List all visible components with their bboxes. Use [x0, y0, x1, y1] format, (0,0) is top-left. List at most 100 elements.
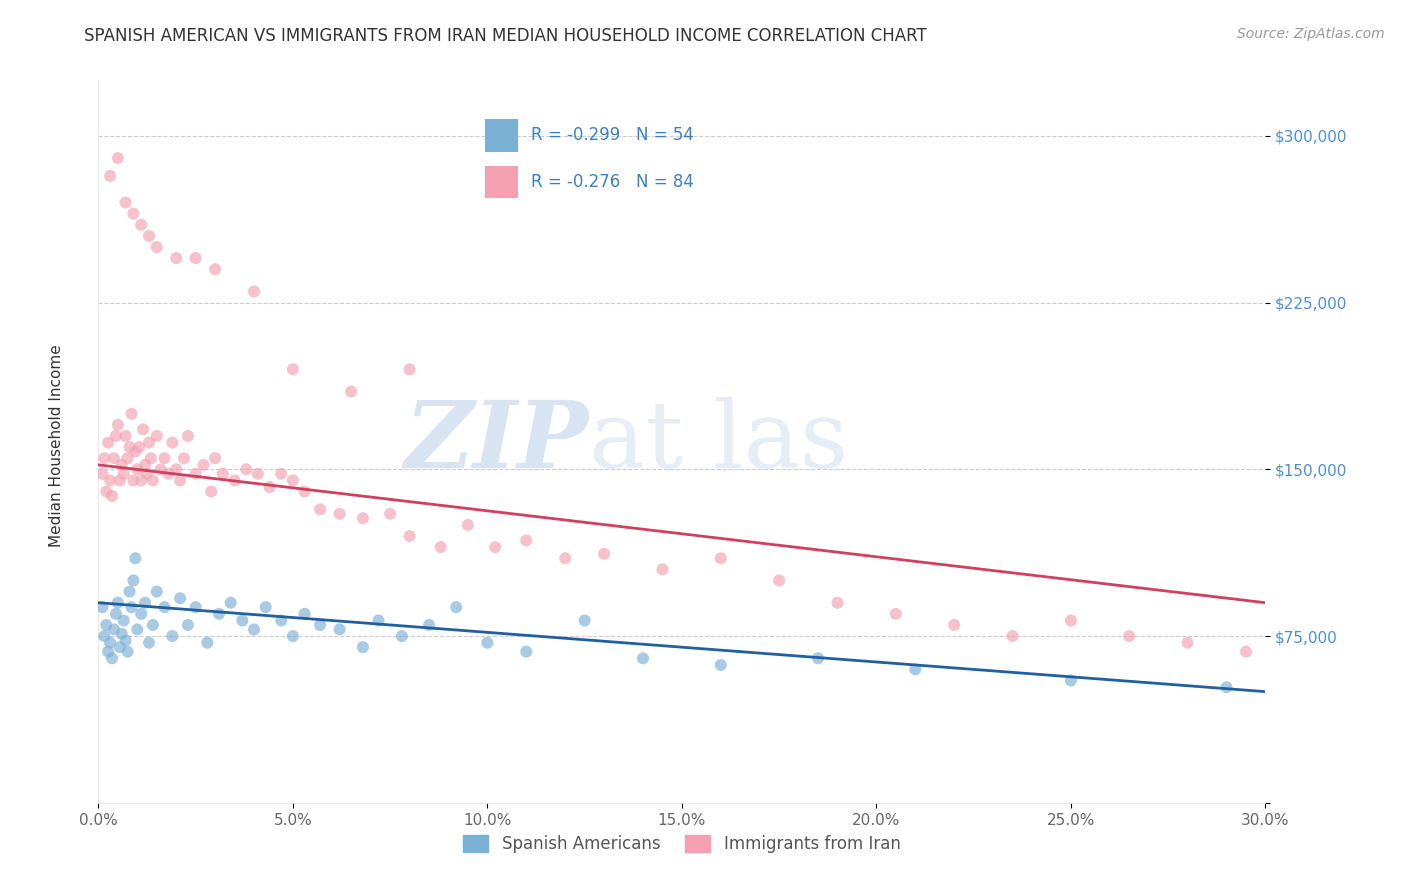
Point — [173, 451, 195, 466]
Point — [146, 429, 169, 443]
Point — [193, 458, 215, 472]
Point — [651, 562, 673, 576]
Point — [593, 547, 616, 561]
Point — [96, 484, 118, 499]
Point — [122, 574, 145, 588]
Point — [107, 417, 129, 432]
Point — [112, 614, 135, 628]
Point — [884, 607, 907, 621]
Point — [177, 618, 200, 632]
Point — [129, 474, 152, 488]
Text: SPANISH AMERICAN VS IMMIGRANTS FROM IRAN MEDIAN HOUSEHOLD INCOME CORRELATION CHA: SPANISH AMERICAN VS IMMIGRANTS FROM IRAN… — [84, 27, 927, 45]
Point — [103, 451, 125, 466]
Point — [169, 474, 191, 488]
Point — [129, 218, 152, 232]
Point — [93, 451, 115, 466]
Point — [477, 636, 499, 650]
Point — [270, 467, 292, 481]
Point — [138, 636, 160, 650]
Point — [138, 228, 160, 243]
Point — [1060, 673, 1083, 688]
Point — [446, 600, 468, 615]
Point — [107, 151, 129, 165]
Point — [398, 529, 420, 543]
Point — [807, 651, 830, 665]
Point — [184, 467, 207, 481]
Point — [1177, 636, 1199, 650]
Point — [294, 607, 316, 621]
Point — [165, 251, 187, 265]
Point — [121, 600, 143, 615]
Point — [294, 484, 316, 499]
Point — [142, 618, 165, 632]
Point — [1234, 645, 1257, 659]
Point — [153, 451, 176, 466]
Point — [138, 435, 160, 450]
Point — [117, 451, 139, 466]
Point — [827, 596, 849, 610]
Point — [309, 502, 332, 516]
Point — [515, 533, 537, 548]
Point — [114, 633, 136, 648]
Point — [329, 507, 352, 521]
Legend: Spanish Americans, Immigrants from Iran: Spanish Americans, Immigrants from Iran — [457, 828, 907, 860]
Point — [259, 480, 281, 494]
Point — [128, 440, 150, 454]
Point — [108, 640, 131, 655]
Point — [124, 444, 146, 458]
Point — [124, 551, 146, 566]
Point — [98, 636, 121, 650]
Point — [367, 614, 389, 628]
Point — [418, 618, 440, 632]
Point — [91, 600, 114, 615]
Point — [254, 600, 277, 615]
Point — [281, 474, 304, 488]
Point — [146, 240, 169, 254]
Point — [380, 507, 402, 521]
Point — [97, 435, 120, 450]
Point — [457, 517, 479, 532]
Point — [121, 407, 143, 421]
Point — [134, 596, 156, 610]
Point — [169, 591, 191, 606]
Point — [391, 629, 413, 643]
Point — [165, 462, 187, 476]
Point — [574, 614, 596, 628]
Point — [101, 489, 124, 503]
Point — [340, 384, 363, 399]
Point — [111, 458, 134, 472]
Point — [212, 467, 235, 481]
Text: ZIP: ZIP — [405, 397, 589, 486]
Point — [515, 645, 537, 659]
Point — [1215, 680, 1237, 694]
Point — [142, 474, 165, 488]
Point — [429, 540, 451, 554]
Point — [114, 195, 136, 210]
Point — [200, 484, 222, 499]
Point — [554, 551, 576, 566]
Point — [1118, 629, 1140, 643]
Point — [768, 574, 790, 588]
Point — [134, 458, 156, 472]
Text: Source: ZipAtlas.com: Source: ZipAtlas.com — [1237, 27, 1385, 41]
Point — [309, 618, 332, 632]
Point — [281, 629, 304, 643]
Point — [270, 614, 292, 628]
Point — [352, 640, 374, 655]
Point — [224, 474, 246, 488]
Point — [108, 474, 131, 488]
Point — [243, 285, 266, 299]
Point — [398, 362, 420, 376]
Point — [153, 600, 176, 615]
Point — [122, 474, 145, 488]
Point — [243, 623, 266, 637]
Point — [149, 462, 172, 476]
Point — [118, 584, 141, 599]
Point — [177, 429, 200, 443]
Point — [114, 429, 136, 443]
Text: Median Household Income: Median Household Income — [49, 344, 63, 548]
Point — [146, 584, 169, 599]
Point — [204, 451, 226, 466]
Point — [281, 362, 304, 376]
Point — [104, 429, 127, 443]
